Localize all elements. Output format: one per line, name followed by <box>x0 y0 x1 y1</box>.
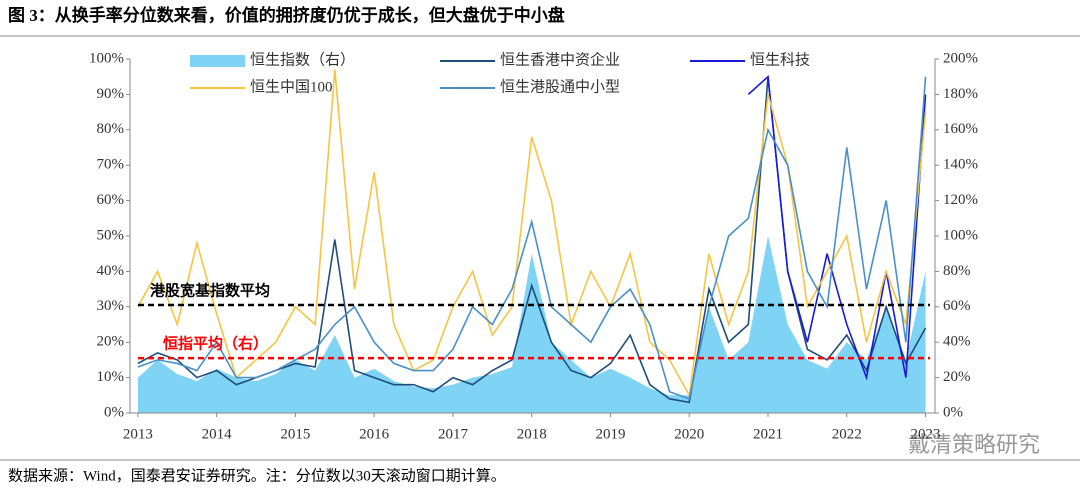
y-tick-label: 50% <box>97 227 125 243</box>
y2-tick-label: 120% <box>943 192 978 208</box>
reference-label: 港股宽基指数平均 <box>150 281 270 299</box>
y-tick-label: 0% <box>104 404 124 420</box>
y-tick-label: 70% <box>97 157 125 173</box>
x-tick-label: 2016 <box>359 426 390 442</box>
x-tick-label: 2021 <box>753 426 783 442</box>
y2-tick-label: 80% <box>943 263 971 279</box>
y-tick-label: 100% <box>89 50 124 66</box>
y-tick-label: 60% <box>97 192 125 208</box>
x-tick-label: 2017 <box>438 426 469 442</box>
y2-tick-label: 40% <box>943 334 971 350</box>
x-tick-label: 2022 <box>832 426 862 442</box>
y-tick-label: 40% <box>97 263 125 279</box>
y2-tick-label: 180% <box>943 86 978 102</box>
legend-label: 恒生香港中资企业 <box>500 50 620 68</box>
line <box>137 69 927 398</box>
legend-label: 恒生中国100 <box>250 78 333 95</box>
line <box>137 76 927 400</box>
source-note: 数据来源：Wind，国泰君安证券研究。注：分位数以30天滚动窗口期计算。 <box>8 466 506 484</box>
y-tick-label: 90% <box>97 86 125 102</box>
y-tick-label: 10% <box>97 369 125 385</box>
legend-label: 恒生指数（右） <box>250 51 355 68</box>
x-tick-label: 2020 <box>674 426 704 442</box>
x-tick-label: 2014 <box>202 426 233 442</box>
y-tick-label: 30% <box>97 298 125 314</box>
legend-label: 恒生港股通中小型 <box>500 78 620 95</box>
reference-label: 恒指平均（右） <box>163 335 268 353</box>
y2-tick-label: 200% <box>943 50 978 66</box>
legend-swatch <box>190 55 245 67</box>
y2-tick-label: 100% <box>943 227 978 243</box>
y2-tick-label: 60% <box>943 298 971 314</box>
y2-tick-label: 0% <box>943 404 963 420</box>
chart-title: 图 3：从换手率分位数来看，价值的拥挤度仍优于成长，但大盘优于中小盘 <box>8 5 565 25</box>
line <box>747 75 927 381</box>
x-tick-label: 2013 <box>123 426 153 442</box>
watermark: 戴清策略研究 <box>908 433 1040 458</box>
y-tick-label: 20% <box>97 334 125 350</box>
x-tick-label: 2019 <box>595 426 625 442</box>
x-tick-label: 2015 <box>280 426 310 442</box>
x-tick-label: 2018 <box>517 426 547 442</box>
y2-tick-label: 160% <box>943 121 978 137</box>
legend-label: 恒生科技 <box>750 51 810 68</box>
area <box>137 236 926 413</box>
y2-tick-label: 140% <box>943 157 978 173</box>
y2-tick-label: 20% <box>943 369 971 385</box>
x-tick-label: 2023 <box>911 426 941 442</box>
y-tick-label: 80% <box>97 121 125 137</box>
